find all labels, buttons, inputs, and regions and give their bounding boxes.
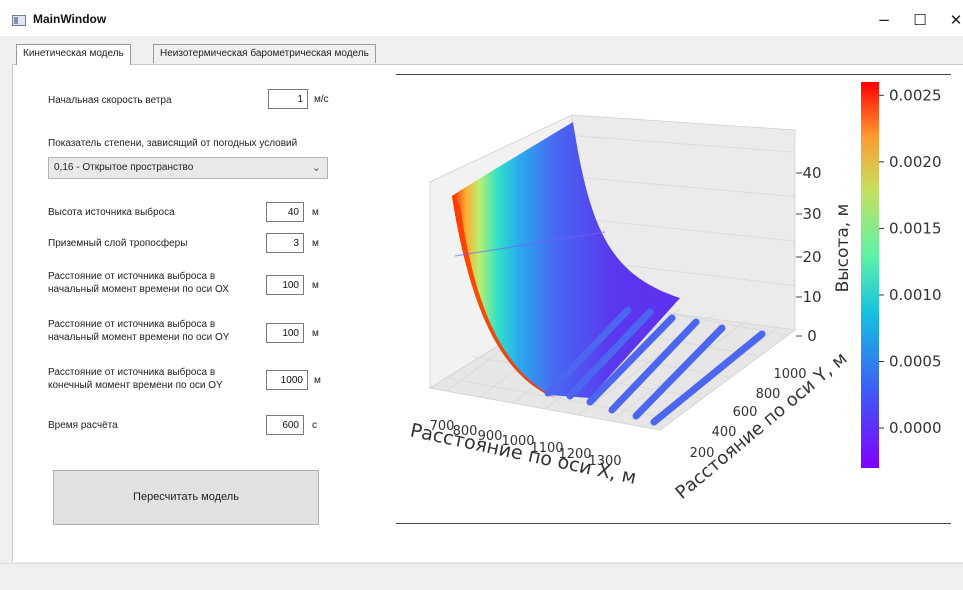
tab-panel: Начальная скорость ветра 1 м/с Показател… — [12, 64, 963, 562]
dist-oy-start-unit: м — [312, 328, 319, 339]
colorbar-tick-label: 0.0005 — [889, 353, 942, 371]
surface-stripe — [608, 318, 700, 414]
y-tick-label: 1000 — [773, 367, 806, 382]
minimize-button[interactable]: − — [877, 11, 891, 29]
calc-time-label: Время расчёта — [48, 420, 118, 431]
grid-line-z — [571, 176, 796, 198]
colorbar — [861, 82, 879, 468]
colorbar-tick-label: 0.0020 — [889, 153, 942, 171]
surface-stripe — [650, 330, 766, 426]
x-tick-label: 1300 — [588, 454, 621, 469]
surface-stripe — [632, 324, 726, 420]
z-tick-label: 20 — [802, 248, 821, 266]
plot-frame-bottom — [396, 523, 951, 524]
y-tick-label: 200 — [690, 446, 715, 461]
y-tick-label: 600 — [733, 405, 758, 420]
colorbar-ticks: 0.0000 0.0005 0.0010 0.0015 0.0020 0.0025 — [879, 86, 942, 437]
chevron-down-icon: ⌄ — [311, 162, 321, 174]
source-height-label: Высота источника выброса — [48, 207, 175, 218]
colorbar-tick-label: 0.0010 — [889, 286, 942, 304]
grid-line-z — [571, 217, 796, 242]
z-tick-label: 30 — [802, 205, 821, 223]
calc-time-input[interactable]: 600 — [266, 415, 304, 435]
source-height-unit: м — [312, 207, 319, 218]
x-tick-label: 1200 — [558, 447, 591, 462]
ground-layer-input[interactable]: 3 — [266, 233, 304, 253]
status-bar — [0, 563, 963, 590]
close-button[interactable]: ✕ — [949, 11, 963, 29]
ground-layer-unit: м — [312, 238, 319, 249]
dist-oy-end-label-line2: конечный момент времени по оси ОY — [48, 380, 223, 391]
colorbar-tick-label: 0.0000 — [889, 419, 942, 437]
x-tick-label: 800 — [453, 424, 478, 439]
surface-stripe — [586, 314, 676, 406]
wind-speed-label: Начальная скорость ветра — [48, 95, 172, 106]
dist-oy-end-unit: м — [314, 375, 321, 386]
z-tick-label: 40 — [802, 164, 821, 182]
dist-oy-end-label-line1: Расстояние от источника выброса в — [48, 367, 216, 378]
title-bar: MainWindow − ☐ ✕ — [0, 0, 963, 36]
z-tick-label: 10 — [802, 288, 821, 306]
calc-time-unit: с — [312, 420, 317, 431]
surface-midline — [454, 231, 606, 257]
x-tick-label: 900 — [478, 429, 503, 444]
wind-speed-input[interactable]: 1 — [268, 89, 308, 109]
plot-frame-top — [396, 74, 951, 75]
dist-oy-start-label-line2: начальный момент времени по оси ОY — [48, 332, 230, 343]
app-icon — [12, 15, 26, 26]
tab-barometric-model[interactable]: Неизотермическая барометрическая модель — [153, 44, 376, 63]
maximize-button[interactable]: ☐ — [913, 11, 927, 29]
surface-stripe — [566, 308, 654, 400]
z-tick-label: 0 — [807, 327, 817, 345]
grid-line-z — [571, 135, 796, 153]
y-axis-ticks: 200 400 600 800 1000 — [690, 367, 807, 461]
x-tick-label: 1100 — [530, 441, 563, 456]
surface-stripe — [544, 306, 632, 397]
surface-stripes — [544, 306, 766, 426]
colorbar-tick-label: 0.0025 — [889, 86, 942, 104]
source-height-input[interactable]: 40 — [266, 202, 304, 222]
dist-oy-start-label-line1: Расстояние от источника выброса в — [48, 319, 216, 330]
colorbar-tick-label: 0.0015 — [889, 219, 942, 237]
x-tick-label: 1000 — [501, 434, 534, 449]
x-tick-label: 700 — [430, 419, 455, 434]
dist-ox-start-label-line1: Расстояние от источника выброса в — [48, 271, 216, 282]
dist-ox-start-unit: м — [312, 280, 319, 291]
y-tick-label: 800 — [756, 387, 781, 402]
wind-speed-unit: м/с — [314, 94, 329, 105]
exponent-select[interactable]: 0,16 - Открытое пространство ⌄ — [48, 157, 328, 179]
z-axis-label: Высота, м — [833, 204, 853, 293]
dist-ox-start-label-line2: начальный момент времени по оси ОХ — [48, 284, 229, 295]
dist-oy-start-input[interactable]: 100 — [266, 323, 304, 343]
z-axis-ticks: 0 10 20 30 40 — [796, 164, 822, 345]
exponent-select-value: 0,16 - Открытое пространство — [54, 162, 194, 173]
dist-oy-end-input[interactable]: 1000 — [266, 370, 308, 390]
tab-kinetic-model[interactable]: Кинетическая модель — [16, 44, 131, 65]
ground-layer-label: Приземный слой тропосферы — [48, 238, 188, 249]
y-tick-label: 400 — [712, 425, 737, 440]
window-title: MainWindow — [33, 12, 107, 26]
dist-ox-start-input[interactable]: 100 — [266, 275, 304, 295]
exponent-label: Показатель степени, зависящий от погодны… — [48, 138, 298, 149]
recalculate-model-button[interactable]: Пересчитать модель — [53, 470, 319, 525]
surface-main — [452, 122, 680, 398]
